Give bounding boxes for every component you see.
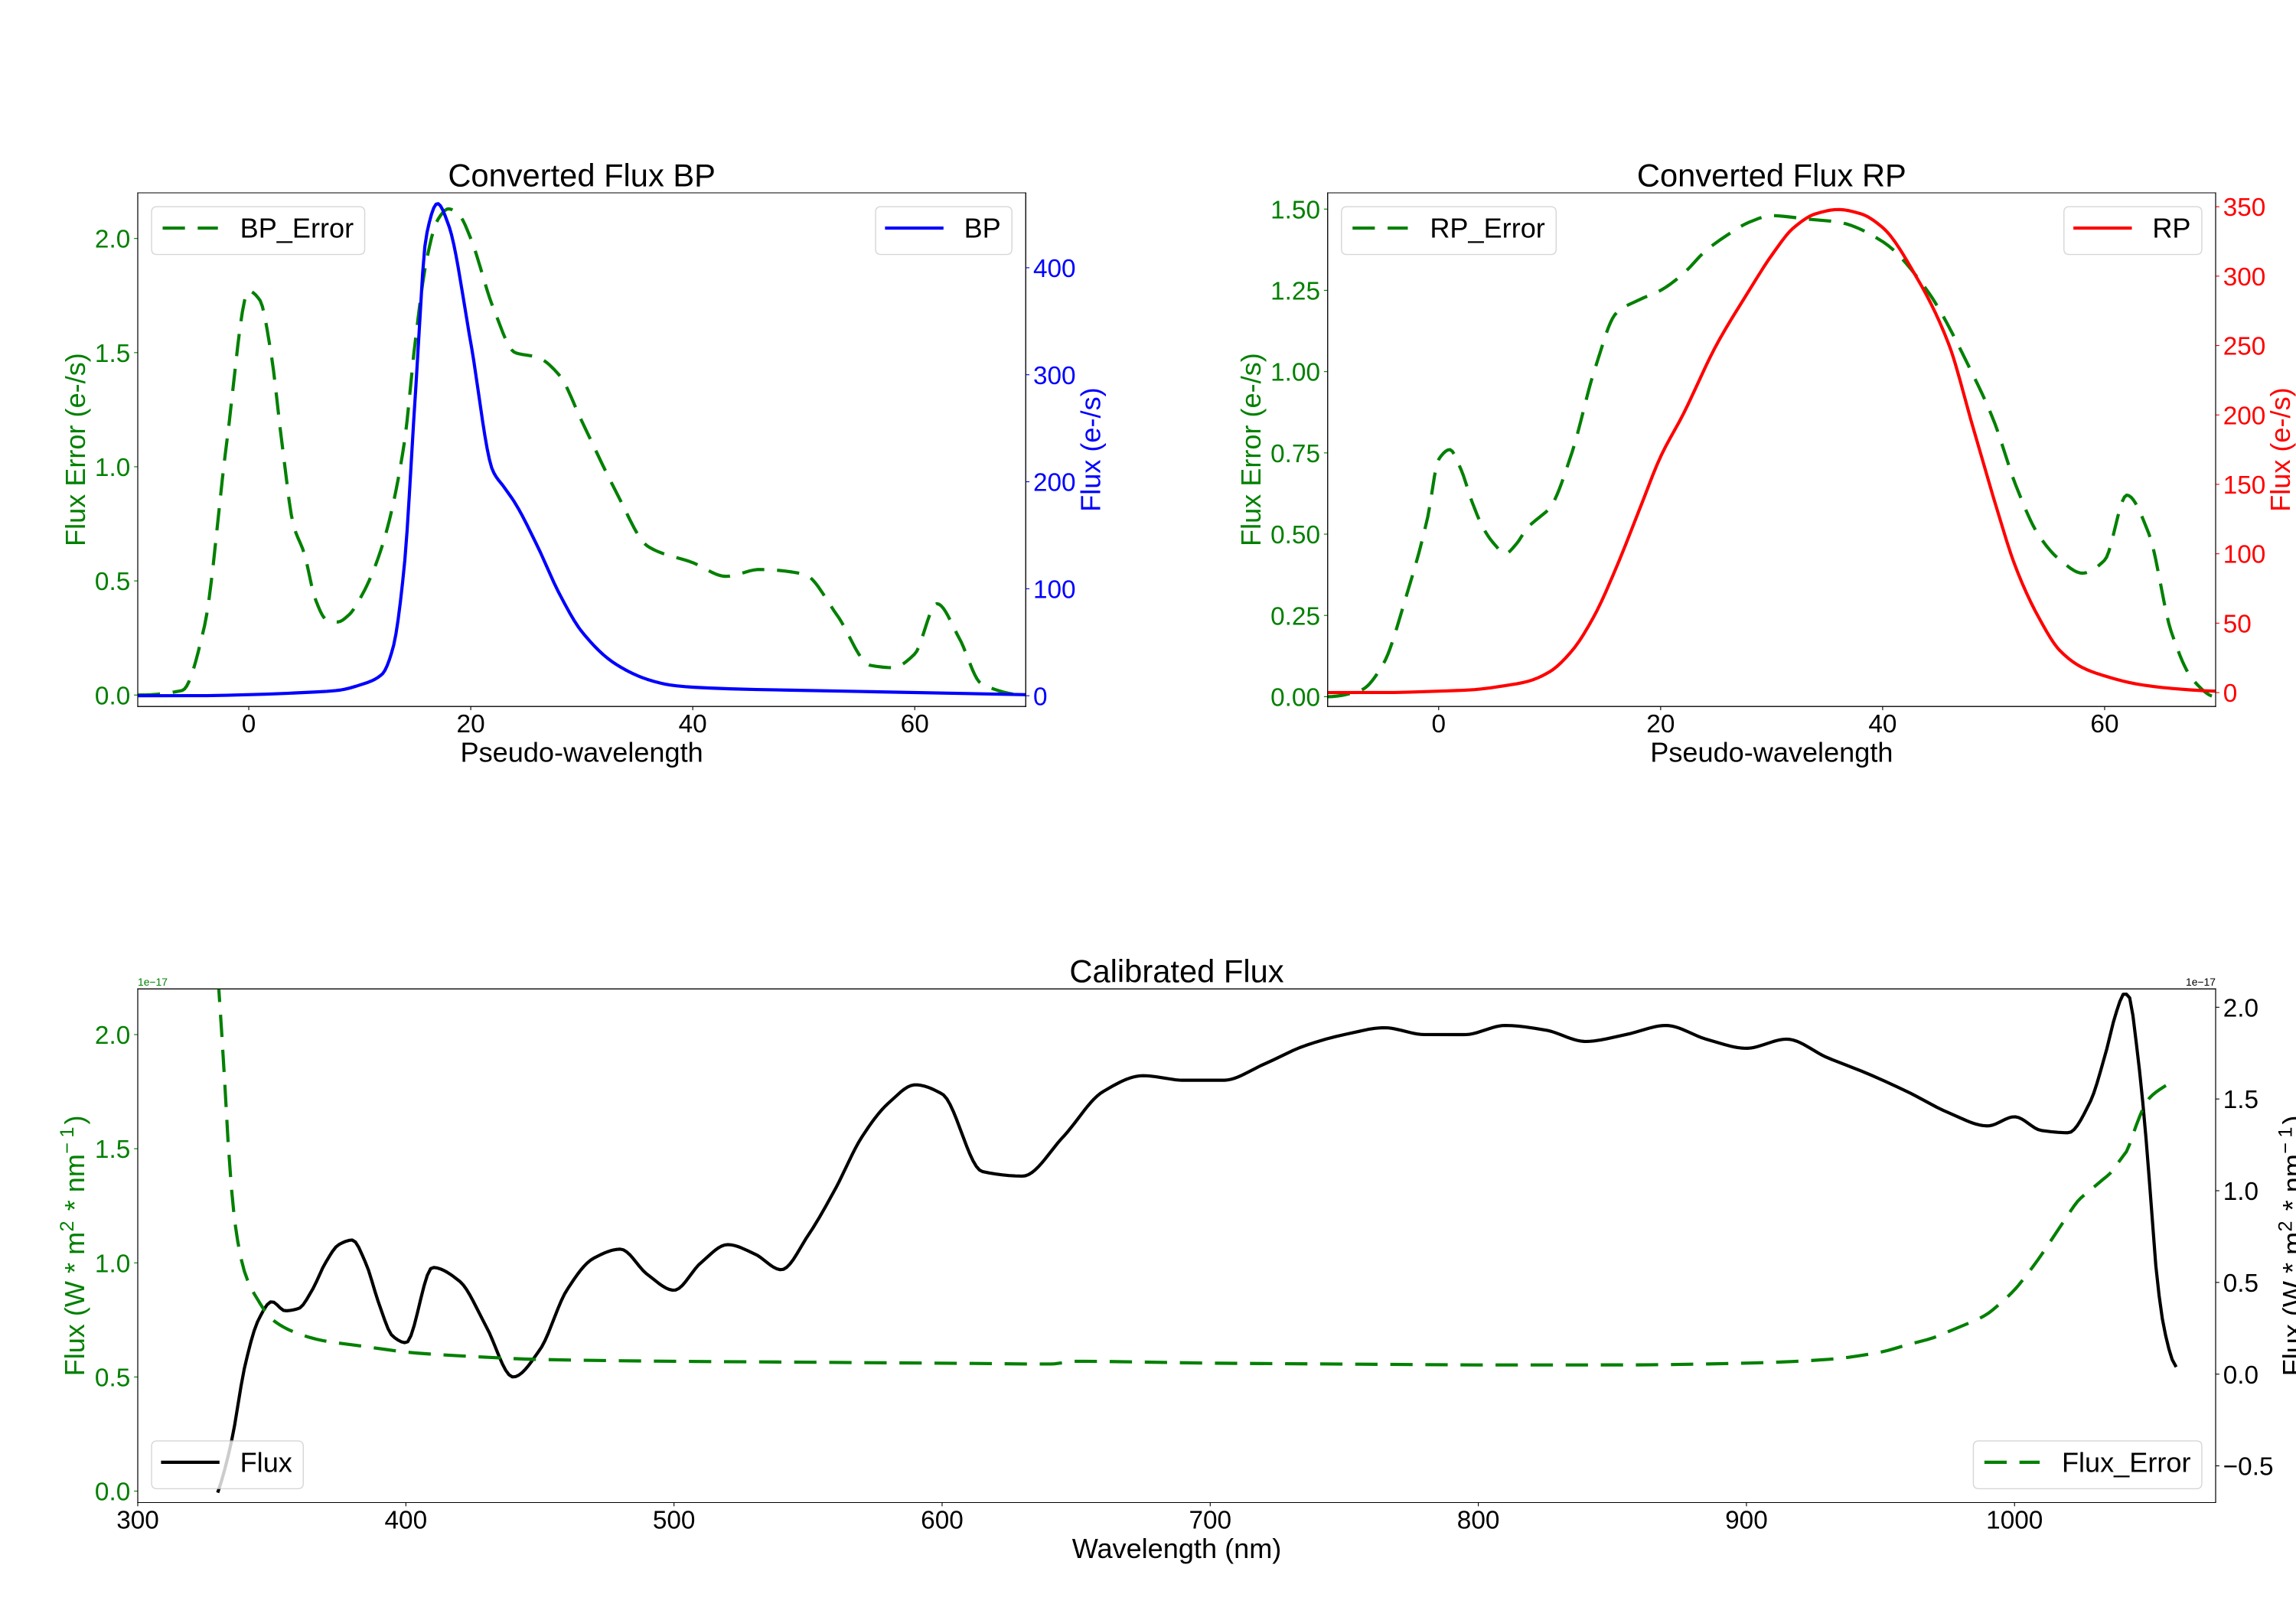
svg-text:60: 60 (2090, 710, 2118, 738)
svg-text:Converted Flux BP: Converted Flux BP (448, 157, 716, 193)
svg-text:Converted Flux RP: Converted Flux RP (1637, 157, 1906, 193)
svg-text:60: 60 (901, 710, 929, 738)
svg-text:350: 350 (2223, 194, 2266, 222)
svg-text:1.0: 1.0 (95, 454, 130, 482)
svg-text:Wavelength (nm): Wavelength (nm) (1072, 1533, 1282, 1564)
svg-text:1e−17: 1e−17 (138, 976, 168, 988)
svg-text:1.00: 1.00 (1270, 359, 1320, 387)
svg-text:700: 700 (1189, 1506, 1231, 1534)
svg-text:1.5: 1.5 (95, 340, 130, 368)
svg-text:2.0: 2.0 (95, 226, 130, 254)
svg-text:0.5: 0.5 (2223, 1270, 2258, 1298)
svg-text:200: 200 (2223, 402, 2266, 430)
svg-text:Flux: Flux (240, 1447, 292, 1478)
svg-text:0: 0 (2223, 680, 2238, 708)
svg-text:600: 600 (921, 1506, 964, 1534)
svg-text:−0.5: −0.5 (2223, 1453, 2274, 1482)
svg-text:40: 40 (1868, 710, 1896, 738)
svg-text:250: 250 (2223, 333, 2266, 361)
svg-text:Flux (e-/s): Flux (e-/s) (2265, 387, 2296, 512)
svg-text:2.0: 2.0 (95, 1022, 130, 1050)
svg-text:800: 800 (1457, 1506, 1500, 1534)
svg-text:F l u x: F l u x ( W * m * n m ) 2 − 1 (2275, 1111, 2296, 1376)
svg-text:20: 20 (1646, 710, 1675, 738)
svg-text:RP_Error: RP_Error (1430, 213, 1545, 244)
svg-text:BP_Error: BP_Error (240, 213, 354, 244)
svg-text:0.5: 0.5 (95, 1364, 130, 1393)
svg-text:0.5: 0.5 (95, 568, 130, 596)
svg-text:1.5: 1.5 (2223, 1086, 2258, 1114)
svg-text:1.25: 1.25 (1270, 278, 1320, 306)
svg-text:20: 20 (457, 710, 485, 738)
svg-text:0: 0 (1432, 710, 1446, 738)
svg-text:Flux Error (e-/s): Flux Error (e-/s) (60, 353, 91, 546)
svg-text:Pseudo-wavelength: Pseudo-wavelength (1650, 737, 1893, 768)
svg-text:400: 400 (1033, 255, 1076, 283)
svg-text:F l u x: F l u x ( W * m * n m ) 2 − 1 (57, 1111, 90, 1376)
svg-text:1.50: 1.50 (1270, 196, 1320, 224)
svg-text:1.5: 1.5 (95, 1136, 130, 1164)
svg-text:0.0: 0.0 (95, 1478, 130, 1507)
svg-text:300: 300 (2223, 263, 2266, 292)
svg-text:200: 200 (1033, 469, 1076, 497)
svg-text:150: 150 (2223, 471, 2266, 500)
svg-text:500: 500 (653, 1506, 696, 1534)
svg-text:1e−17: 1e−17 (2186, 976, 2216, 988)
svg-text:Flux Error (e-/s): Flux Error (e-/s) (1235, 353, 1267, 546)
svg-text:Calibrated Flux: Calibrated Flux (1069, 953, 1283, 989)
svg-text:1000: 1000 (1986, 1506, 2043, 1534)
svg-text:0.75: 0.75 (1270, 440, 1320, 468)
svg-text:50: 50 (2223, 610, 2252, 638)
svg-text:0.50: 0.50 (1270, 521, 1320, 549)
svg-text:0: 0 (1033, 683, 1048, 711)
svg-text:0.0: 0.0 (2223, 1361, 2258, 1390)
svg-text:100: 100 (2223, 541, 2266, 569)
svg-text:RP: RP (2152, 213, 2190, 244)
svg-text:Flux_Error: Flux_Error (2062, 1447, 2191, 1478)
svg-text:0: 0 (242, 710, 256, 738)
svg-text:40: 40 (679, 710, 707, 738)
svg-text:300: 300 (116, 1506, 159, 1534)
svg-text:0.0: 0.0 (95, 682, 130, 710)
svg-text:900: 900 (1725, 1506, 1768, 1534)
svg-text:1.0: 1.0 (95, 1250, 130, 1278)
svg-text:BP: BP (964, 213, 1001, 244)
svg-text:100: 100 (1033, 575, 1076, 604)
svg-text:0.00: 0.00 (1270, 684, 1320, 712)
svg-text:Flux (e-/s): Flux (e-/s) (1075, 387, 1106, 512)
svg-text:2.0: 2.0 (2223, 994, 2258, 1022)
svg-text:Pseudo-wavelength: Pseudo-wavelength (461, 737, 703, 768)
svg-text:0.25: 0.25 (1270, 602, 1320, 631)
svg-text:1.0: 1.0 (2223, 1178, 2258, 1206)
svg-text:400: 400 (385, 1506, 428, 1534)
svg-text:300: 300 (1033, 362, 1076, 390)
